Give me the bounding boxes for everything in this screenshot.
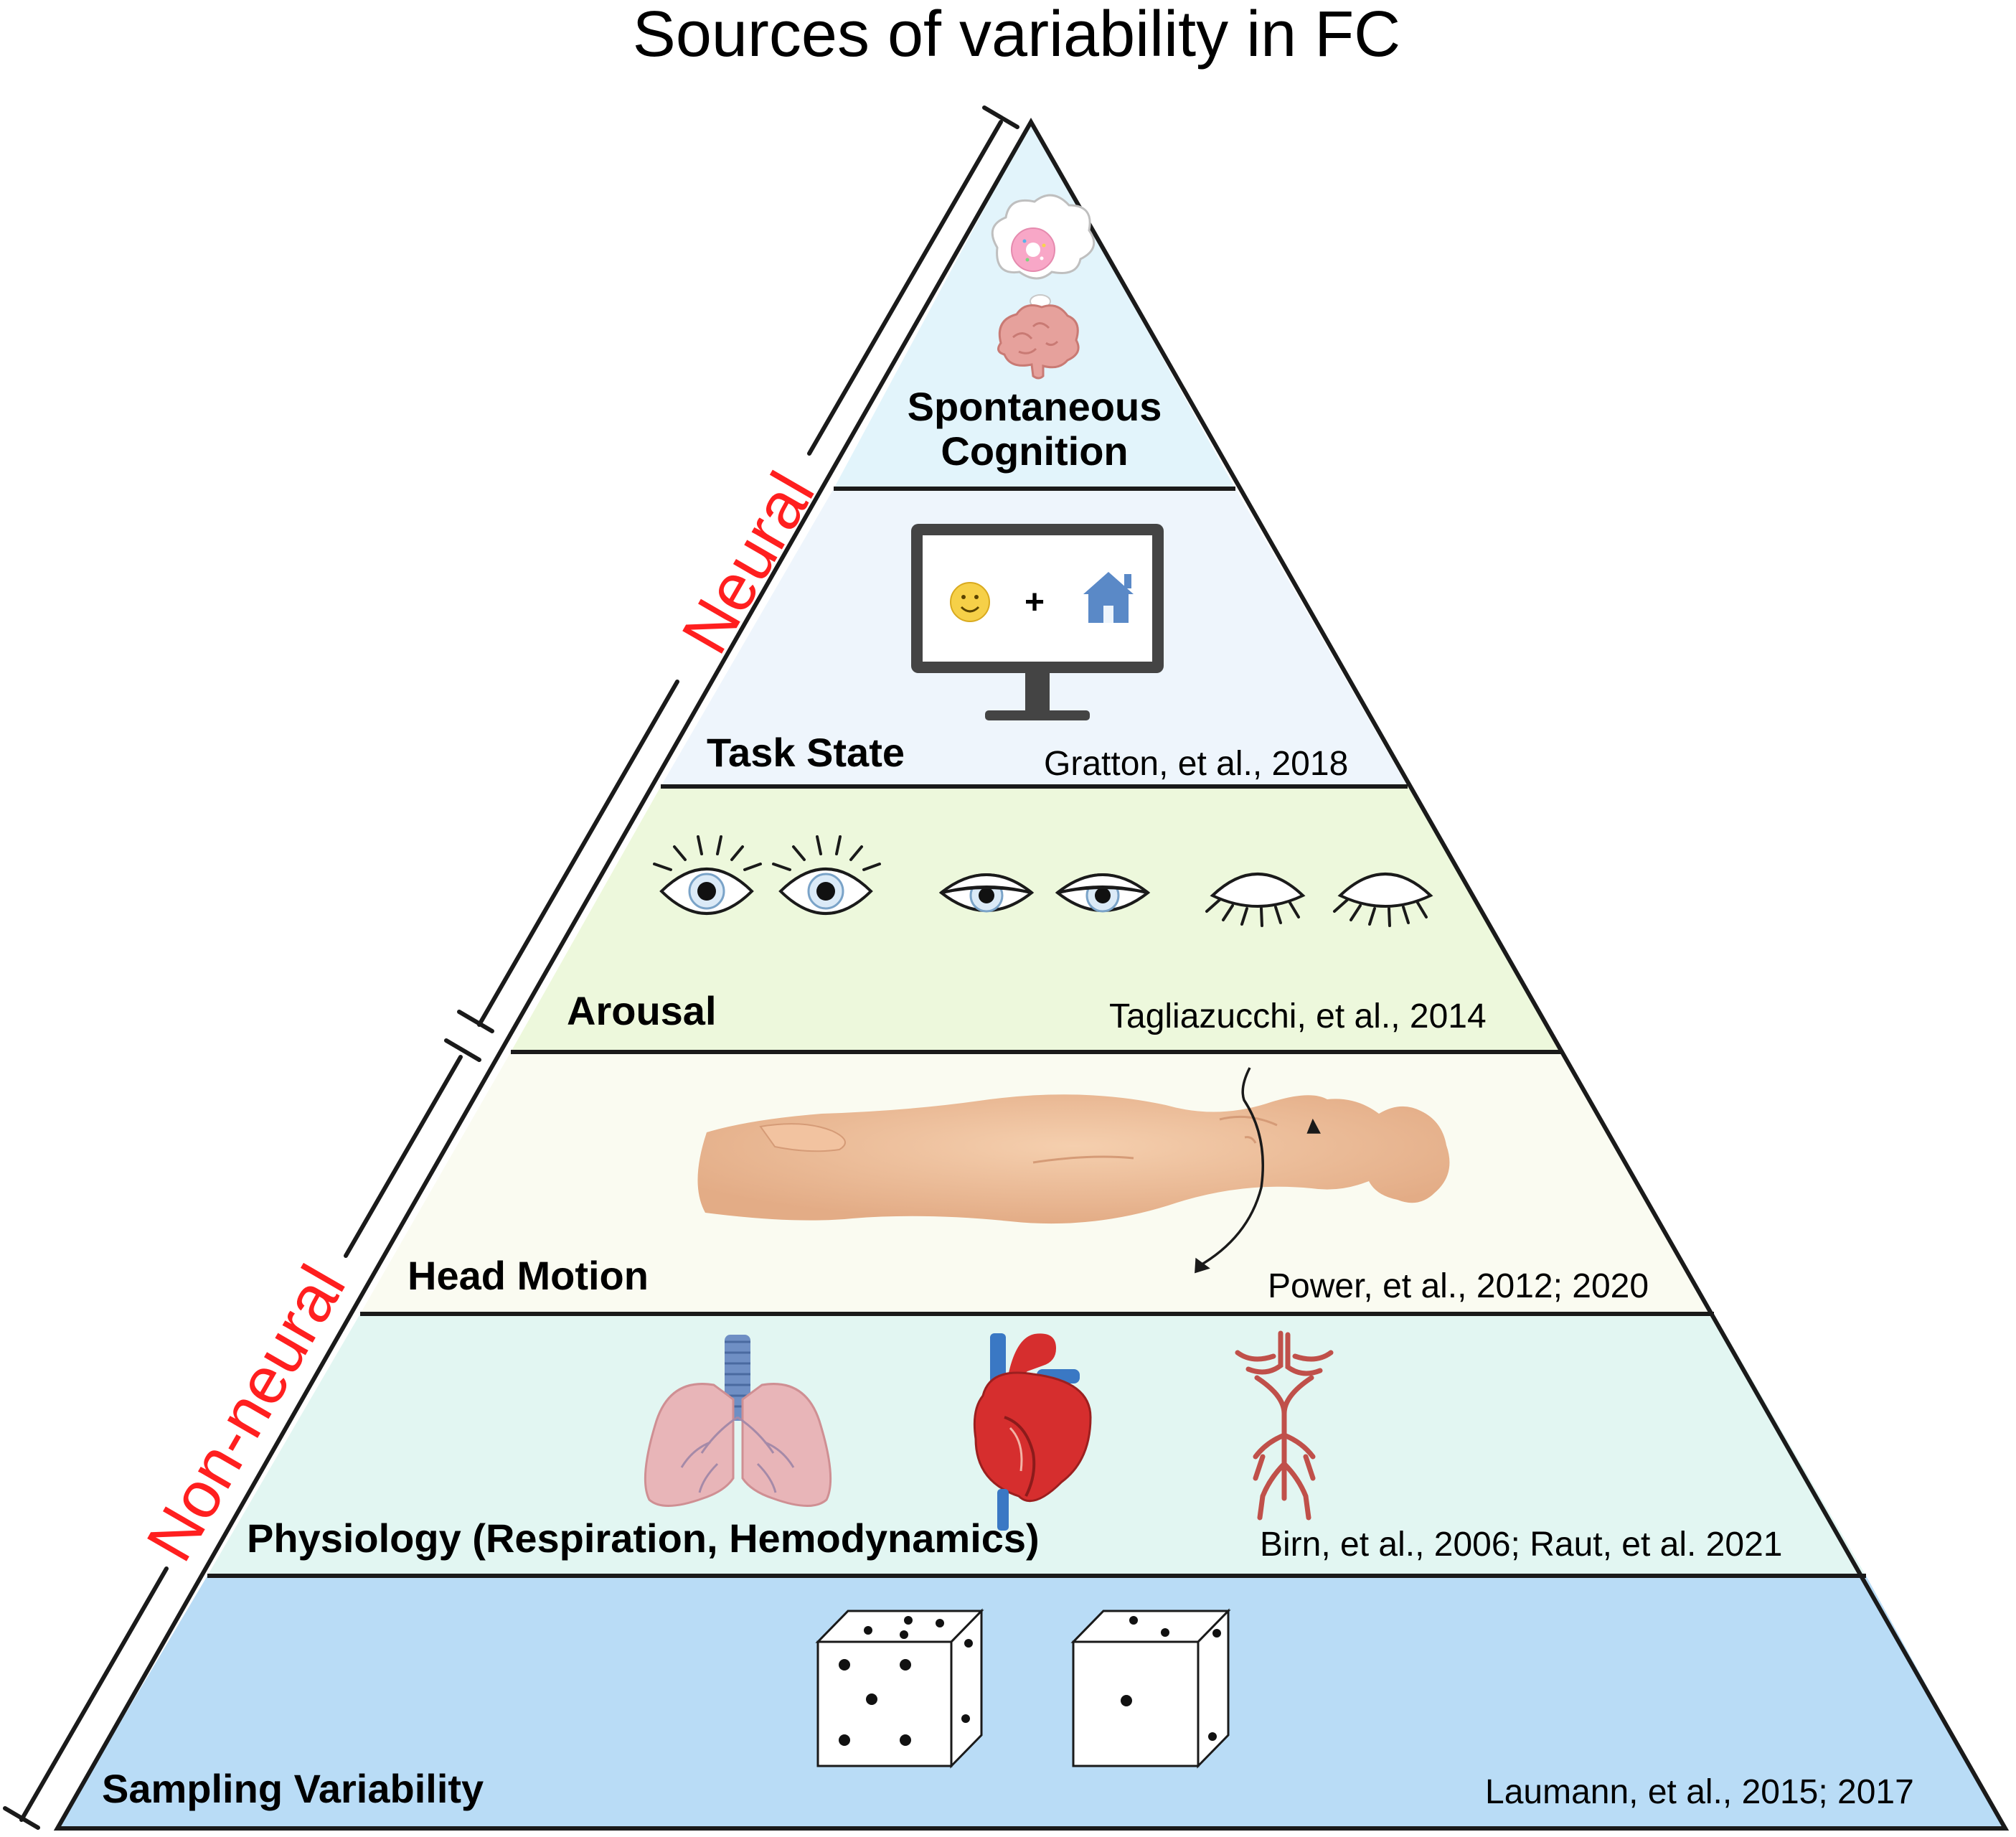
head-rotation-arrow-icon: [1195, 1067, 1321, 1274]
fixation-cross: +: [1025, 583, 1045, 621]
level-label-spontaneous: Spontaneous: [908, 384, 1162, 429]
brain-icon: [997, 304, 1080, 380]
smiley-icon: [950, 582, 990, 622]
level-label-cognition: Cognition: [941, 428, 1128, 474]
level-label-sampling-variability: Sampling Variability: [102, 1766, 484, 1811]
monitor-icon: [911, 524, 1164, 720]
arteries-icon: [1235, 1330, 1334, 1521]
lying-person-icon: [697, 1094, 1450, 1224]
open-eyes-icon: [653, 835, 881, 915]
pyramid-outline: [53, 117, 2010, 1831]
citation-task-state: Gratton, et al., 2018: [1044, 745, 1348, 783]
lungs-icon: [644, 1335, 832, 1507]
diagram-title: Sources of variability in FC: [633, 0, 1400, 70]
level-label-head-motion: Head Motion: [408, 1253, 649, 1298]
level-label-physiology: Physiology (Respiration, Hemodynamics): [247, 1516, 1040, 1561]
level-band-sampling-variability: [57, 1576, 2005, 1828]
closed-eyes-icon: [1205, 873, 1433, 927]
level-band-arousal: [511, 786, 1563, 1052]
citation-physiology: Birn, et al., 2006; Raut, et al. 2021: [1260, 1526, 1782, 1564]
level-label-arousal: Arousal: [567, 988, 717, 1033]
heart-icon: [973, 1333, 1092, 1531]
level-label-task-state: Task State: [707, 730, 905, 775]
citation-arousal: Tagliazucchi, et al., 2014: [1109, 997, 1487, 1035]
side-bracket: [3, 105, 1019, 1830]
half-closed-eyes-icon: [938, 873, 1151, 913]
house-icon: [1083, 572, 1134, 623]
citation-sampling-variability: Laumann, et al., 2015; 2017: [1485, 1773, 1914, 1811]
dice-icon: [815, 1608, 1231, 1769]
citation-head-motion: Power, et al., 2012; 2020: [1268, 1267, 1649, 1305]
donut-thought-icon: [991, 194, 1096, 309]
